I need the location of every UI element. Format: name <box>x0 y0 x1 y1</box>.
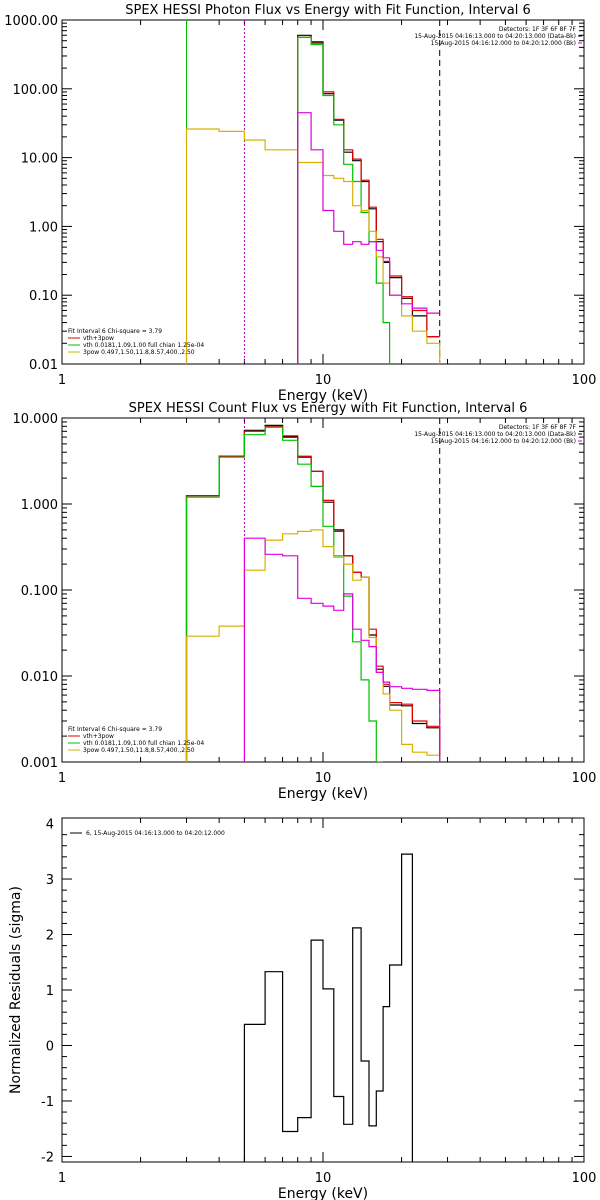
x-tick-label: 100 <box>572 771 597 786</box>
y-tick-label: 1.00 <box>29 220 58 235</box>
detector-annotation: 15-Aug-2015 04:16:12.000 to 04:20:12.000… <box>431 438 576 445</box>
series-step-line <box>297 112 440 364</box>
x-tick-label: 100 <box>572 373 597 388</box>
x-tick-label: 10 <box>315 1171 332 1186</box>
legend-entry: Fit Interval 6 Chi-square = 3.79 <box>68 726 162 733</box>
y-tick-label: 10.00 <box>21 152 58 167</box>
y-tick-label: 4 <box>46 818 54 833</box>
x-tick-label: 1 <box>58 1171 66 1186</box>
legend-entry: vth+3pow <box>83 733 114 740</box>
x-tick-label: 10 <box>315 771 332 786</box>
detector-annotation: Detectors: 1F 3F 6F 8F 7F <box>499 424 577 431</box>
series-step-line <box>185 128 441 364</box>
legend-entry: vth 0.0181,1.09,1.00 full chian 1.25e-04 <box>83 740 204 747</box>
x-axis-label: Energy (keV) <box>278 786 368 802</box>
x-tick-label: 1 <box>58 771 66 786</box>
detector-annotation: 15-Aug-2015 04:16:12.000 to 04:20:12.000… <box>431 40 576 47</box>
y-tick-label: 0.01 <box>29 358 58 373</box>
detector-annotation: Detectors: 1F 3F 6F 8F 7F <box>499 26 577 33</box>
count-flux-title: SPEX HESSI Count Flux vs Energy with Fit… <box>129 401 528 416</box>
y-tick-label: -1 <box>41 1095 54 1110</box>
y-tick-label: 1 <box>46 984 54 999</box>
y-tick-label: 0.010 <box>21 670 58 685</box>
detector-annotation: 15-Aug-2015 04:16:13.000 to 04:20:13.000… <box>414 431 576 438</box>
series-step-line <box>243 537 441 762</box>
y-tick-label: 0 <box>46 1039 54 1054</box>
y-tick-label: 1.000 <box>21 498 58 513</box>
y-tick-label: 0.10 <box>29 289 58 304</box>
x-axis-label: Energy (keV) <box>278 388 368 404</box>
series-step-line <box>297 36 403 364</box>
y-tick-label: 10.000 <box>13 412 59 427</box>
series-step-line <box>243 853 413 1162</box>
legend-entry: 3pow 0.497,1.50,11.8,8.57,400.,2.50 <box>83 747 195 754</box>
series-step-line <box>297 36 440 364</box>
detector-annotation: 15-Aug-2015 04:16:13.000 to 04:20:13.000… <box>414 33 576 40</box>
count-flux-panel: SPEX HESSI Count Flux vs Energy with Fit… <box>13 401 597 802</box>
y-tick-label: 2 <box>46 929 54 944</box>
x-axis-label: Energy (keV) <box>278 1186 368 1200</box>
y-tick-label: 0.001 <box>21 756 58 771</box>
legend-entry: 3pow 0.497,1.50,11.8,8.57,400.,2.50 <box>83 349 195 356</box>
series-step-line <box>185 426 384 762</box>
x-tick-label: 10 <box>315 373 332 388</box>
y-tick-label: 0.100 <box>21 584 58 599</box>
legend-entry: Fit Interval 6 Chi-square = 3.79 <box>68 328 162 335</box>
plot-frame <box>61 817 585 1163</box>
y-tick-label: 3 <box>46 873 54 888</box>
photon-flux-title: SPEX HESSI Photon Flux vs Energy with Fi… <box>125 3 531 18</box>
y-tick-label: 1000.00 <box>4 14 58 29</box>
plot-frame <box>61 417 585 763</box>
y-axis-label: Normalized Residuals (sigma) <box>8 886 24 1094</box>
series-step-line <box>185 529 441 762</box>
legend-entry: vth+3pow <box>83 335 114 342</box>
y-tick-label: -2 <box>41 1150 54 1165</box>
legend-entry: 6, 15-Aug-2015 04:16:13.000 to 04:20:12.… <box>86 830 225 837</box>
x-tick-label: 1 <box>58 373 66 388</box>
photon-flux-panel: SPEX HESSI Photon Flux vs Energy with Fi… <box>4 3 596 404</box>
legend-entry: vth 0.0181,1.09,1.00 full chian 1.25e-04 <box>83 342 204 349</box>
x-tick-label: 100 <box>572 1171 597 1186</box>
y-tick-label: 100.00 <box>13 83 59 98</box>
